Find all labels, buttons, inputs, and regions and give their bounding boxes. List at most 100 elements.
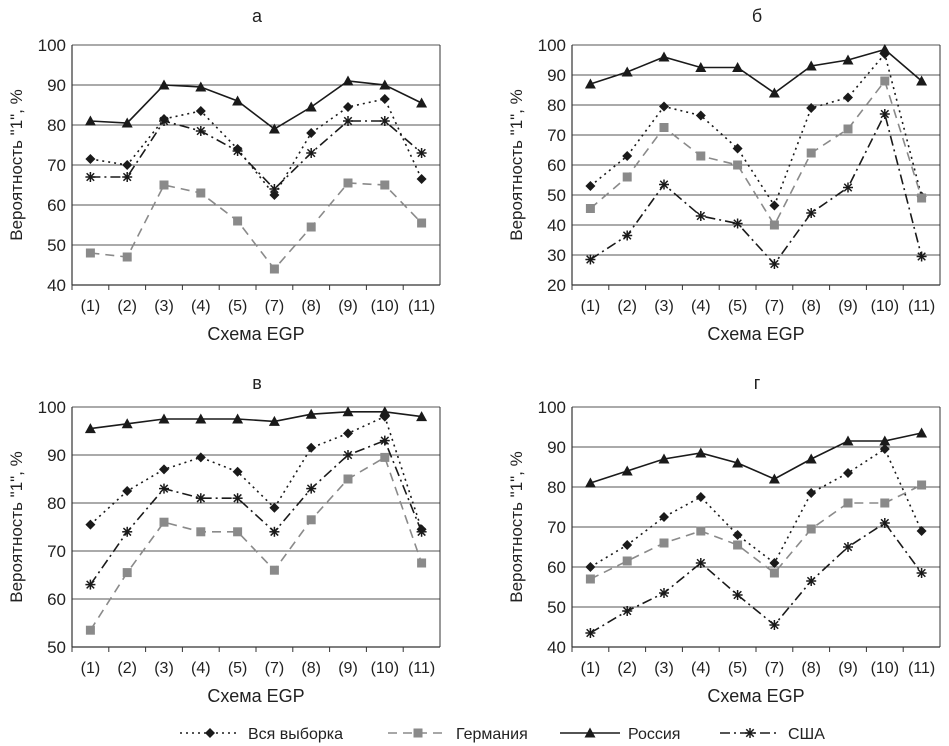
y-tick-label: 20 xyxy=(547,276,566,295)
y-axis-label: Вероятность "1", % xyxy=(7,89,26,241)
data-point xyxy=(158,413,170,424)
data-point xyxy=(195,452,206,463)
data-point xyxy=(916,526,927,536)
panel-title: г xyxy=(754,373,761,393)
data-point xyxy=(695,211,706,221)
x-tick-label: (11) xyxy=(908,298,935,315)
data-point xyxy=(659,179,669,190)
data-point xyxy=(585,254,596,265)
data-point xyxy=(843,92,853,103)
x-tick-label: (8) xyxy=(801,660,821,677)
data-point xyxy=(342,75,354,86)
series-line xyxy=(589,447,923,568)
y-tick-label: 90 xyxy=(547,438,566,457)
data-point xyxy=(732,62,744,72)
data-point xyxy=(268,415,280,426)
data-point xyxy=(805,453,817,464)
data-point xyxy=(879,444,890,454)
series-Россия xyxy=(584,427,928,488)
y-tick-label: 50 xyxy=(47,638,66,657)
x-tick-label: (10) xyxy=(871,660,899,677)
data-point xyxy=(696,526,706,536)
data-point xyxy=(417,218,427,228)
data-point xyxy=(195,493,206,504)
series-line xyxy=(589,521,923,634)
data-point xyxy=(343,474,353,484)
data-point xyxy=(768,473,780,484)
data-point xyxy=(696,151,706,161)
data-point xyxy=(158,79,170,90)
data-point xyxy=(269,565,279,575)
data-point xyxy=(85,154,96,164)
series-line xyxy=(90,410,422,430)
legend-item: Россия xyxy=(560,726,680,743)
data-point xyxy=(916,427,928,438)
data-point xyxy=(159,464,169,475)
data-point xyxy=(842,435,854,446)
data-point xyxy=(416,97,428,108)
series-line xyxy=(90,120,423,191)
series-США xyxy=(85,435,427,590)
series-Россия xyxy=(84,406,428,434)
panel-title: б xyxy=(752,6,762,26)
data-point xyxy=(585,204,595,213)
data-point xyxy=(196,188,206,198)
x-tick-label: (9) xyxy=(838,298,858,315)
data-point xyxy=(879,109,890,119)
charts-layer: 40 50 60 70 80 90 100 (1) (2) (3) (4) (5) (7) (8) (9) (… xyxy=(7,6,941,706)
x-tick-label: (7) xyxy=(265,298,285,315)
data-point xyxy=(343,178,353,188)
data-point xyxy=(122,160,133,170)
data-point xyxy=(233,216,243,226)
data-point xyxy=(843,498,853,508)
data-point xyxy=(305,101,317,112)
data-point xyxy=(806,524,816,534)
data-point xyxy=(805,60,817,71)
series-line xyxy=(590,48,923,94)
data-point xyxy=(733,160,743,170)
data-point xyxy=(159,116,169,126)
chart-panel-а: 40 50 60 70 80 90 100 (1) (2) (3) (4) (5) (7) (8) (9) (… xyxy=(7,6,441,344)
data-point xyxy=(122,568,132,578)
data-point xyxy=(806,148,816,158)
data-point xyxy=(306,148,317,158)
x-tick-label: (5) xyxy=(228,298,248,315)
data-point xyxy=(195,413,207,424)
x-tick-label: (4) xyxy=(691,660,711,677)
data-point xyxy=(659,101,669,112)
data-point xyxy=(417,558,427,568)
legend-marker xyxy=(584,727,596,738)
data-point xyxy=(159,483,169,494)
x-axis-label: Схема EGP xyxy=(207,324,304,344)
data-point xyxy=(85,625,95,635)
data-point xyxy=(917,480,927,490)
x-tick-label: (10) xyxy=(371,660,399,677)
data-point xyxy=(768,87,780,98)
data-point xyxy=(379,79,391,90)
data-point xyxy=(416,411,428,422)
data-point xyxy=(306,515,316,525)
x-tick-label: (5) xyxy=(728,660,748,677)
data-point xyxy=(659,538,669,548)
data-point xyxy=(695,447,707,458)
data-point xyxy=(269,526,280,537)
data-point xyxy=(584,477,596,488)
data-point xyxy=(769,259,780,269)
data-point xyxy=(622,172,632,182)
series-Германия xyxy=(585,480,927,584)
data-point xyxy=(195,106,206,116)
series-Россия xyxy=(84,75,428,134)
data-point xyxy=(85,172,96,182)
data-point xyxy=(843,124,853,134)
y-tick-label: 50 xyxy=(547,598,566,617)
data-point xyxy=(879,518,890,528)
data-point xyxy=(122,252,132,262)
x-tick-label: (2) xyxy=(117,660,137,677)
y-tick-label: 80 xyxy=(547,96,566,115)
data-point xyxy=(732,530,743,540)
data-point xyxy=(622,540,633,550)
x-tick-label: (3) xyxy=(154,298,174,315)
data-point xyxy=(343,450,353,460)
data-point xyxy=(121,418,133,429)
